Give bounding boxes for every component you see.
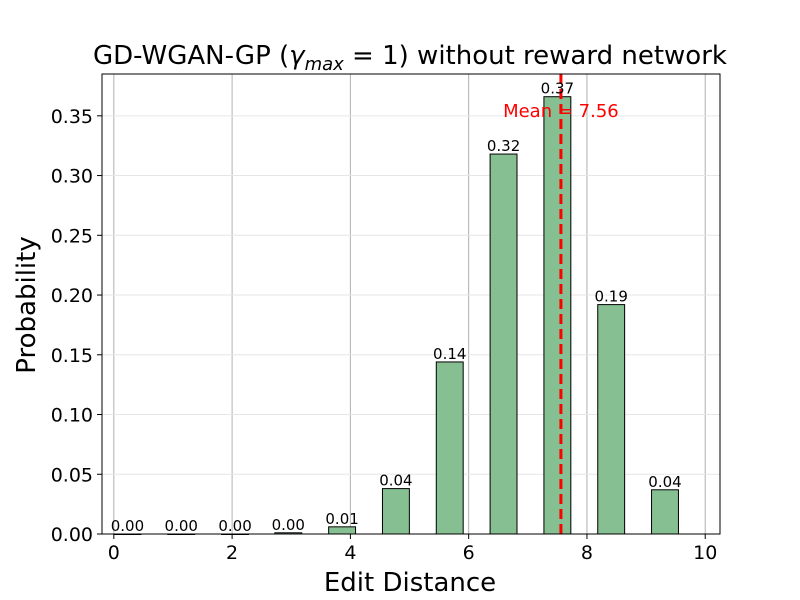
bar [328,526,357,535]
bar-value-label: 0.04 [379,472,412,490]
chart-title: GD-WGAN-GP (γmax = 1) without reward net… [93,41,727,75]
x-tick-label: 6 [463,542,475,564]
mean-label: Mean = 7.56 [503,101,619,122]
y-axis-label: Probability [12,236,42,373]
bar-value-label: 0.37 [541,80,574,98]
y-tick-label: 0.35 [51,106,93,128]
y-tick-label: 0.25 [51,225,93,247]
bar-value-label: 0.00 [218,517,251,535]
bar-value-label: 0.32 [487,137,520,155]
bar [381,488,410,535]
bar-value-label: 0.00 [272,516,305,534]
bar-value-label: 0.00 [111,517,144,535]
bar [651,489,679,535]
bar-value-label: 0.01 [325,510,358,528]
x-axis-label: Edit Distance [324,568,496,598]
x-tick-label: 0 [108,542,120,564]
bar [489,153,518,535]
bar [435,361,464,535]
x-tick-label: 8 [581,542,593,564]
bar-value-label: 0.19 [594,288,627,306]
bar-labels: 0.00 0.00 0.00 0.00 0.01 0.04 0.14 0.32 0.37 0.19… [111,80,682,535]
axis-ticks: 0 2 4 6 8 10 0.00 0.05 0.10 0.15 0.20 0.25 0.30 0.35 [51,106,718,564]
y-tick-label: 0.30 [51,166,93,188]
x-tick-label: 4 [344,542,356,564]
gridlines [102,74,720,535]
x-tick-label: 10 [693,542,717,564]
bar-value-label: 0.14 [433,345,466,363]
bars [113,96,679,535]
bar [543,96,572,535]
plot-frame [101,73,721,535]
y-tick-label: 0.05 [51,464,93,486]
mean-marker: Mean = 7.56 [503,74,619,534]
bar [597,304,626,535]
y-tick-label: 0.00 [51,524,93,546]
x-tick-label: 2 [226,542,238,564]
y-tick-label: 0.10 [51,405,93,427]
y-tick-label: 0.20 [51,285,93,307]
bar-value-label: 0.00 [165,517,198,535]
y-tick-label: 0.15 [51,345,93,367]
bar-value-label: 0.04 [648,473,681,491]
